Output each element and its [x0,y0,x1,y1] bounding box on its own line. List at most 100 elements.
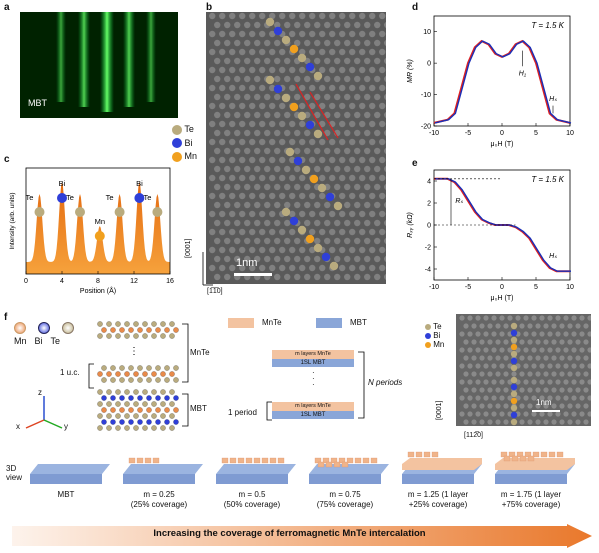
lattice-dot [274,147,281,155]
lattice-dot [304,183,311,191]
lattice-dot [229,228,236,236]
lattice-dot [299,30,306,38]
lattice-dot [527,355,533,361]
lattice-dot [374,165,381,173]
lattice-dot [374,57,381,65]
lattice-dot [527,323,533,329]
lattice-dot [575,403,581,409]
lattice-dot [214,255,221,263]
coverage-sub: (75% coverage) [316,500,374,509]
lattice-dot [334,21,341,29]
lattice-dot [304,273,311,281]
lattice-dot [379,210,386,218]
crystal-atom [97,413,103,419]
crystal-atom [137,365,143,371]
lattice-dot [349,84,356,92]
crystal-atom [106,333,112,339]
lattice-dot [229,264,236,272]
lattice-dot [269,264,276,272]
lattice-dot [329,174,336,182]
lattice-dot [284,201,291,209]
lattice-dot [364,39,371,47]
lattice-dot [309,138,316,146]
coverage-m: MBT [57,490,75,499]
lattice-dot [555,347,561,353]
lattice-dot [249,102,256,110]
lattice-dot [555,395,561,401]
lattice-dot [359,228,366,236]
mnte-island [527,455,535,462]
lattice-dot [519,355,525,361]
lattice-dot [475,347,481,353]
lattice-dot [523,395,529,401]
lattice-dot [563,331,569,337]
chart-e-ann-hs: Hₛ [549,253,557,260]
crystal-atom [160,321,166,327]
lattice-dot [559,323,565,329]
lattice-dot [244,237,251,245]
lattice-dot [344,219,351,227]
lattice-dot [294,273,301,281]
lattice-dot [269,210,276,218]
lattice-dot [304,93,311,101]
lattice-dot [459,395,465,401]
lattice-dot [309,48,316,56]
lattice-dot [284,21,291,29]
axes-triad [25,396,63,429]
lattice-dot [309,210,316,218]
mnte-island [548,451,556,458]
mnte-island [128,457,136,464]
axis-x: x [16,422,20,431]
mnte-island [229,457,237,464]
lattice-dot [274,237,281,245]
lattice-dot [527,419,533,425]
crystal-atom [101,365,107,371]
lattice-dot [244,201,251,209]
lattice-dot [219,84,226,92]
lattice-dot [264,165,271,173]
lattice-dot [219,228,226,236]
crystal-atom [155,395,161,401]
lattice-dot [334,111,341,119]
lattice-dot [299,102,306,110]
crystal-atom [115,413,121,419]
mbt-block-legend [316,318,342,328]
crystal-atom [119,365,125,371]
chart-e-ann-rs: Rₛ [455,198,463,205]
lattice-dot [319,228,326,236]
chart-c-tick-label: 16 [166,278,174,285]
block-side [495,474,567,484]
lattice-dot [254,75,261,83]
lattice-dot [579,379,585,385]
coverage-label: m = 0.5 (50% coverage) [210,490,294,510]
axis-11-20-f: [112̅0] [464,432,483,439]
crystal-atom [155,419,161,425]
lattice-dot [294,147,301,155]
lattice-dot [495,339,501,345]
lattice-dot [539,331,545,337]
stack-bottom: m layers MnTe 1SL MBT [272,402,354,419]
crystal-atom [97,401,103,407]
block-side [123,474,195,484]
lattice-dot [349,156,356,164]
atom-marker [281,93,291,103]
lattice-dot [369,66,376,74]
crystal-atom [124,333,130,339]
lattice-dot [379,156,386,164]
lattice-dot [539,363,545,369]
lattice-dot [555,331,561,337]
lattice-dot [249,228,256,236]
lattice-dot [349,102,356,110]
crystal-atom [115,371,121,377]
lattice-dot [254,93,261,101]
lattice-dot [587,347,591,353]
lattice-dot [587,411,591,417]
lattice-dot [479,339,485,345]
chart-c-atom-label: Bi [136,179,143,188]
lattice-dot [547,379,553,385]
lattice-dot [531,379,537,385]
chartE-xtick-label: 5 [534,284,538,291]
atom-te-icon [62,322,74,334]
lattice-dot [284,183,291,191]
lattice-dot [229,246,236,254]
